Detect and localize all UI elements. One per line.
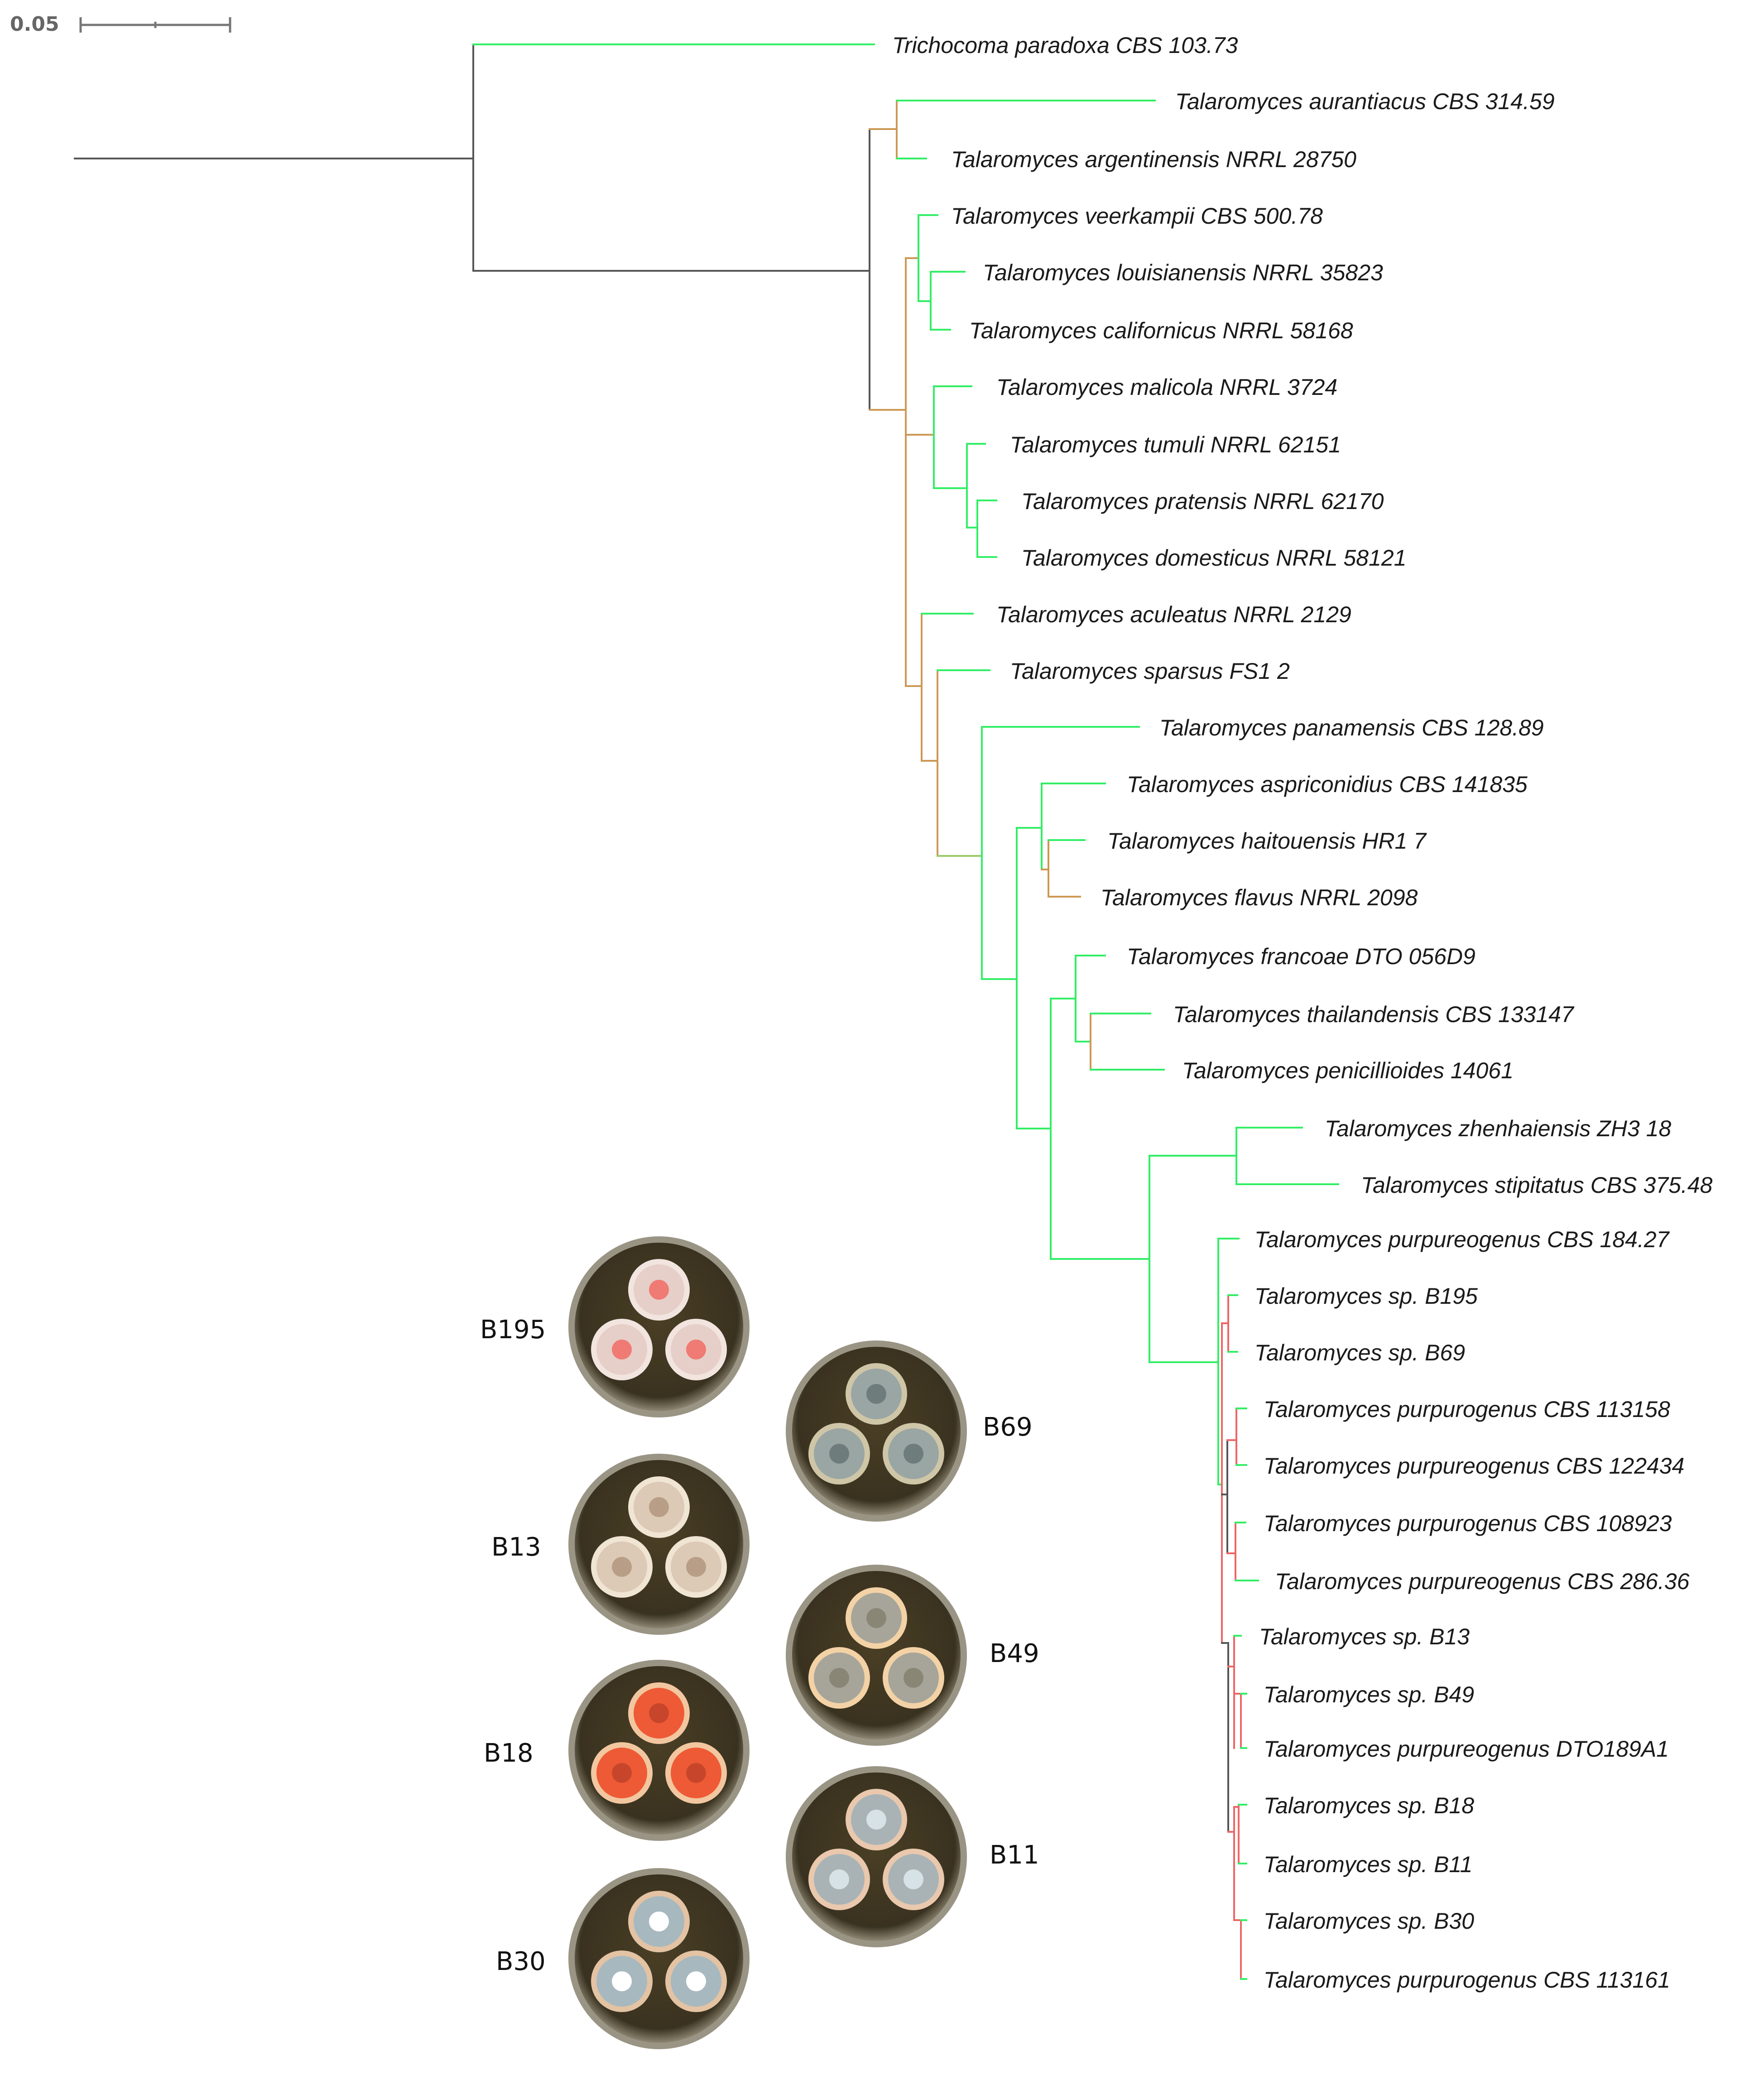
leaf-label: Talaromyces aspriconidius CBS 141835 — [1127, 772, 1528, 797]
leaf-labels: Trichocoma paradoxa CBS 103.73 Talaromyc… — [892, 33, 1713, 1993]
leaf-label: Talaromyces stipitatus CBS 375.48 — [1361, 1172, 1713, 1198]
scale-bar: 0.05 — [10, 13, 231, 36]
colony-center — [686, 1763, 706, 1783]
colony-center — [686, 1340, 706, 1359]
leaf-label: Talaromyces penicillioides 14061 — [1182, 1058, 1514, 1083]
culture-plate — [568, 1236, 750, 1417]
leaf-label: Talaromyces purpureogenus CBS 286.36 — [1275, 1569, 1690, 1594]
colony-center — [686, 1557, 706, 1577]
leaf-label: Talaromyces argentinensis NRRL 28750 — [951, 147, 1356, 172]
leaf-label: Talaromyces aculeatus NRRL 2129 — [996, 602, 1351, 627]
colony-center — [649, 1703, 669, 1723]
colony-center — [612, 1971, 632, 1991]
leaf-label: Talaromyces veerkampii CBS 500.78 — [951, 203, 1323, 229]
colony-center — [649, 1497, 669, 1517]
leaf-label: Talaromyces sp. B69 — [1255, 1340, 1465, 1365]
plate-label: B13 — [491, 1532, 541, 1562]
culture-plate — [786, 1565, 967, 1746]
culture-plate — [568, 1454, 750, 1635]
plate-label: B49 — [990, 1639, 1039, 1668]
leaf-label: Talaromyces sp. B30 — [1264, 1908, 1474, 1934]
plate-label: B11 — [990, 1840, 1039, 1870]
colony-center — [904, 1869, 923, 1889]
colony-center — [866, 1384, 886, 1404]
culture-plate — [568, 1660, 750, 1841]
culture-plates: B195 B69 B13 B49 B18 B11 B30 — [480, 1236, 1039, 2049]
leaf-label: Talaromyces flavus NRRL 2098 — [1101, 885, 1418, 910]
leaf-label: Talaromyces louisianensis NRRL 35823 — [983, 260, 1383, 285]
culture-plate — [786, 1766, 967, 1947]
colony-center — [612, 1557, 632, 1577]
leaf-label: Talaromyces sp. B195 — [1255, 1283, 1478, 1309]
leaf-label: Talaromyces purpureogenus CBS 184.27 — [1255, 1227, 1670, 1252]
colony-center — [866, 1810, 886, 1830]
colony-center — [686, 1971, 706, 1991]
colony-center — [829, 1444, 849, 1464]
leaf-label: Talaromyces haitouensis HR1 7 — [1107, 828, 1427, 854]
leaf-label: Talaromyces purpurogenus CBS 113158 — [1264, 1397, 1670, 1422]
leaf-label: Talaromyces purpurogenus CBS 113161 — [1264, 1967, 1670, 1993]
leaf-label: Talaromyces californicus NRRL 58168 — [969, 318, 1353, 343]
colony-center — [612, 1763, 632, 1783]
leaf-label: Talaromyces malicola NRRL 3724 — [996, 375, 1337, 400]
leaf-label: Talaromyces domesticus NRRL 58121 — [1021, 545, 1406, 571]
leaf-label: Talaromyces francoae DTO 056D9 — [1127, 944, 1476, 969]
leaf-label: Talaromyces purpureogenus CBS 122434 — [1264, 1453, 1684, 1479]
leaf-label: Talaromyces purpureogenus DTO189A1 — [1264, 1736, 1669, 1762]
leaf-label: Talaromyces sp. B18 — [1264, 1793, 1474, 1818]
leaf-label: Talaromyces panamensis CBS 128.89 — [1159, 715, 1544, 740]
colony-center — [649, 1280, 669, 1300]
colony-center — [904, 1668, 923, 1688]
leaf-label: Talaromyces thailandensis CBS 133147 — [1173, 1002, 1575, 1027]
leaf-label: Talaromyces zhenhaiensis ZH3 18 — [1325, 1116, 1671, 1141]
colony-center — [829, 1668, 849, 1688]
colony-center — [866, 1608, 886, 1628]
leaf-label: Talaromyces pratensis NRRL 62170 — [1021, 489, 1384, 514]
plate-label: B18 — [484, 1739, 534, 1768]
colony-center — [612, 1340, 632, 1359]
plate-label: B195 — [480, 1315, 546, 1345]
leaf-label: Talaromyces sp. B13 — [1259, 1624, 1470, 1649]
culture-plate — [786, 1340, 967, 1522]
leaf-label: Talaromyces aurantiacus CBS 314.59 — [1175, 89, 1555, 114]
plate-label: B69 — [983, 1412, 1033, 1442]
colony-center — [904, 1444, 923, 1464]
colony-center — [649, 1912, 669, 1931]
culture-plate — [568, 1868, 750, 2049]
leaf-label: Talaromyces tumuli NRRL 62151 — [1010, 432, 1341, 457]
plate-label: B30 — [496, 1947, 546, 1976]
leaf-label: Talaromyces sp. B11 — [1264, 1852, 1472, 1877]
colony-center — [829, 1869, 849, 1889]
tree-branches — [74, 43, 1339, 1980]
scale-bar-label: 0.05 — [10, 13, 59, 36]
leaf-label: Trichocoma paradoxa CBS 103.73 — [892, 33, 1238, 58]
leaf-label: Talaromyces sparsus FS1 2 — [1010, 658, 1290, 684]
leaf-label: Talaromyces purpurogenus CBS 108923 — [1264, 1511, 1672, 1536]
leaf-label: Talaromyces sp. B49 — [1264, 1682, 1474, 1707]
